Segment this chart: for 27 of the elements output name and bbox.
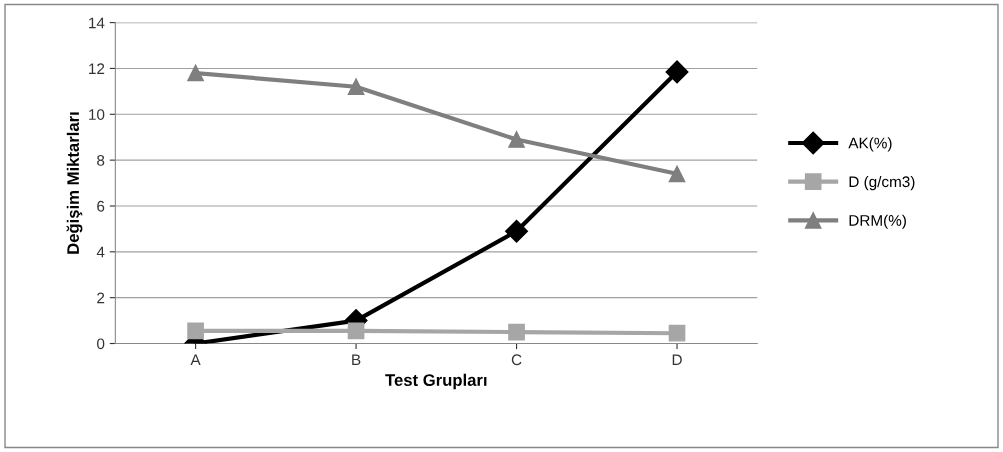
y-tick-label: 6 [97, 200, 105, 212]
point [508, 131, 525, 148]
point [665, 60, 689, 84]
x-tick-label: D [672, 354, 682, 366]
y-tick-label: 12 [89, 63, 105, 74]
x-tick-label: B [352, 354, 361, 366]
legend-label: AK(%) [848, 137, 892, 152]
legend-label: D (g/cm3) [849, 175, 915, 191]
legend-label: DRM(%) [849, 214, 906, 229]
x-tick-label: A [190, 354, 201, 366]
point [668, 324, 686, 342]
y-tick-label: 14 [89, 17, 105, 29]
point [187, 322, 204, 340]
point [347, 78, 365, 96]
y-tick-label: 2 [97, 292, 105, 304]
point [187, 64, 204, 82]
point [505, 219, 529, 243]
y-tick-label: 0 [97, 338, 105, 350]
y-tick-label: 4 [96, 246, 105, 258]
y-tick-label: 8 [97, 155, 105, 166]
point [668, 165, 686, 183]
x-tick-label: C [511, 354, 522, 366]
y-tick-label: 10 [89, 109, 105, 120]
point [508, 323, 525, 341]
x-axis-title: Test Grupları [385, 373, 487, 390]
point [347, 322, 365, 340]
y-axis-title: Değişim Miktarları [66, 112, 83, 254]
